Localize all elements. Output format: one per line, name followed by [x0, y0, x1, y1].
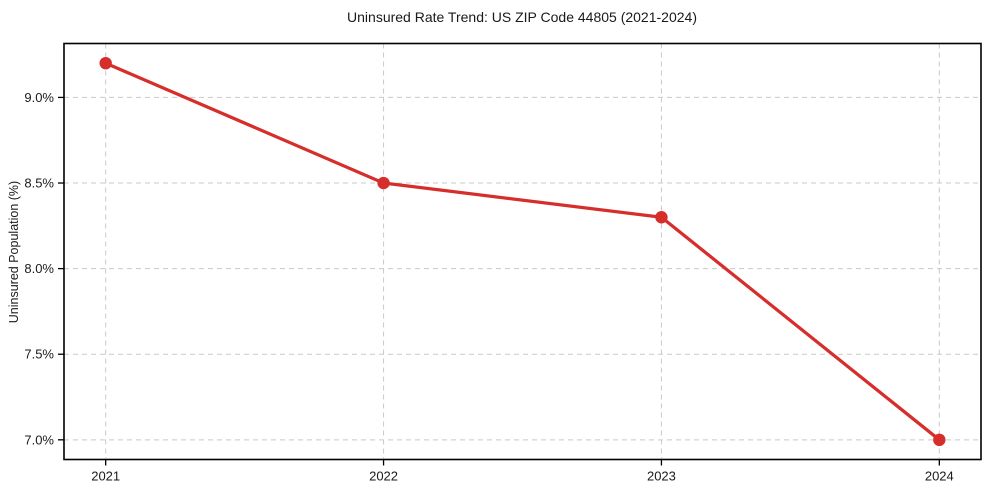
plot-border: [63, 42, 982, 461]
data-point-marker: [933, 433, 946, 447]
y-tick-label: 7.0%: [24, 432, 54, 447]
x-tick-label: 2023: [647, 469, 676, 484]
data-point-marker: [377, 176, 390, 190]
data-point-marker: [99, 56, 112, 70]
x-tick-label: 2021: [91, 469, 120, 484]
y-tick-label: 8.5%: [24, 176, 54, 191]
x-tick-label: 2022: [369, 469, 398, 484]
x-tick-label: 2024: [925, 469, 954, 484]
data-point-marker: [655, 211, 668, 224]
y-tick-label: 9.0%: [24, 90, 54, 105]
y-tick-label: 8.0%: [24, 261, 54, 276]
chart-title: Uninsured Rate Trend: US ZIP Code 44805 …: [347, 9, 697, 25]
trend-line: [104, 61, 941, 442]
y-tick-label: 7.5%: [24, 347, 54, 362]
